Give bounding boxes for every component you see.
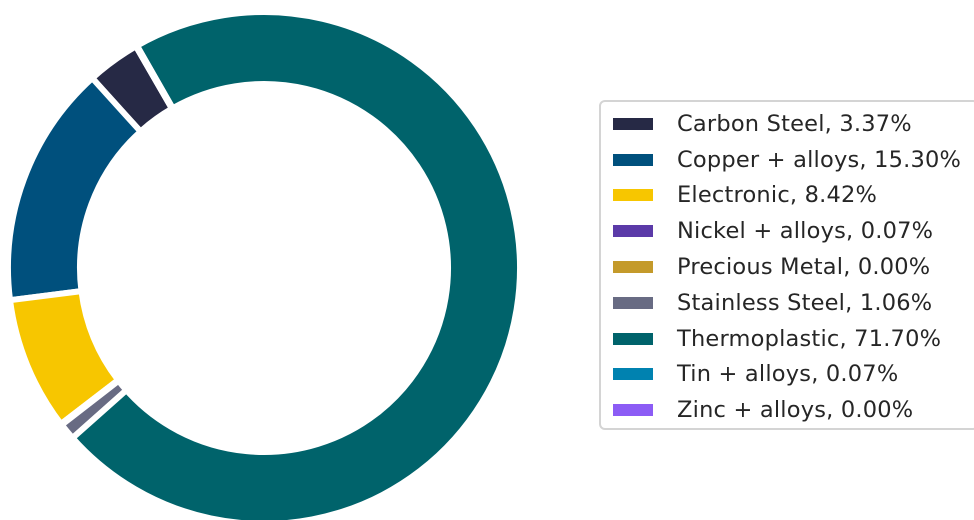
legend-label: Tin + alloys, 0.07% bbox=[677, 361, 899, 388]
legend-label: Electronic, 8.42% bbox=[677, 182, 878, 209]
slice-copper-alloys bbox=[5, 73, 145, 304]
legend-swatch bbox=[613, 332, 653, 345]
legend-label: Nickel + alloys, 0.07% bbox=[677, 218, 934, 245]
legend-label: Stainless Steel, 1.06% bbox=[677, 289, 933, 316]
donut-chart bbox=[5, 9, 523, 520]
legend-swatch bbox=[613, 225, 653, 238]
legend-label: Thermoplastic, 71.70% bbox=[677, 325, 942, 352]
legend-item: Zinc + alloys, 0.00% bbox=[613, 392, 974, 428]
legend-swatch bbox=[613, 368, 653, 381]
legend-label: Copper + alloys, 15.30% bbox=[677, 146, 962, 173]
legend-swatch bbox=[613, 117, 653, 130]
slice-zinc-alloys bbox=[133, 44, 175, 111]
legend-item: Precious Metal, 0.00% bbox=[613, 249, 974, 285]
legend: Carbon Steel, 3.37% Copper + alloys, 15.3… bbox=[599, 100, 974, 430]
slice-thermoplastic bbox=[68, 9, 523, 520]
legend-item: Nickel + alloys, 0.07% bbox=[613, 213, 974, 249]
legend-swatch bbox=[613, 296, 653, 309]
legend-item: Tin + alloys, 0.07% bbox=[613, 357, 974, 393]
legend-swatch bbox=[613, 404, 653, 417]
legend-swatch bbox=[613, 261, 653, 274]
legend-label: Carbon Steel, 3.37% bbox=[677, 110, 912, 137]
legend-label: Zinc + alloys, 0.00% bbox=[677, 397, 914, 424]
legend-label: Precious Metal, 0.00% bbox=[677, 254, 931, 281]
legend-item: Carbon Steel, 3.37% bbox=[613, 106, 974, 142]
legend-item: Stainless Steel, 1.06% bbox=[613, 285, 974, 321]
legend-swatch bbox=[613, 189, 653, 202]
legend-item: Thermoplastic, 71.70% bbox=[613, 321, 974, 357]
legend-swatch bbox=[613, 153, 653, 166]
legend-item: Electronic, 8.42% bbox=[613, 178, 974, 214]
legend-item: Copper + alloys, 15.30% bbox=[613, 142, 974, 178]
